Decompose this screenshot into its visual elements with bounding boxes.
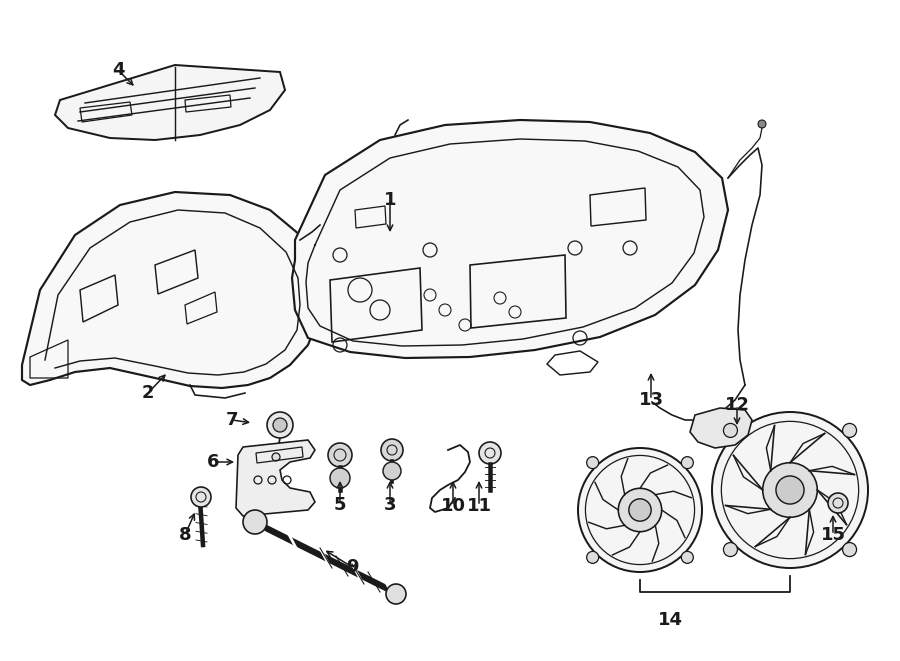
Circle shape [618,488,662,531]
Circle shape [267,412,293,438]
Text: 9: 9 [346,558,358,576]
Circle shape [762,463,817,518]
Text: 3: 3 [383,496,396,514]
Text: 11: 11 [466,497,491,515]
Circle shape [842,543,857,557]
Circle shape [587,457,599,469]
Text: 12: 12 [724,396,750,414]
Text: 5: 5 [334,496,346,514]
Circle shape [681,457,693,469]
Text: 7: 7 [226,411,239,429]
Circle shape [828,493,848,513]
Text: 14: 14 [658,611,682,629]
Circle shape [330,468,350,488]
Circle shape [272,453,280,461]
Circle shape [842,424,857,438]
Circle shape [724,543,737,557]
Circle shape [681,551,693,563]
Circle shape [328,443,352,467]
Text: 1: 1 [383,191,396,209]
Polygon shape [690,408,752,448]
Circle shape [776,476,804,504]
Polygon shape [236,440,315,516]
Circle shape [191,487,211,507]
Circle shape [383,462,401,480]
Text: 4: 4 [112,61,124,79]
Circle shape [712,412,868,568]
Circle shape [243,510,267,534]
Text: 6: 6 [207,453,220,471]
Polygon shape [292,120,728,358]
Circle shape [724,424,737,438]
Circle shape [758,120,766,128]
Text: 8: 8 [179,526,192,544]
Circle shape [629,499,652,521]
Circle shape [578,448,702,572]
Circle shape [479,442,501,464]
Circle shape [381,439,403,461]
Text: 2: 2 [142,384,154,402]
Text: 13: 13 [638,391,663,409]
Circle shape [386,584,406,604]
Polygon shape [22,192,320,388]
Polygon shape [55,65,285,140]
Circle shape [587,551,599,563]
Text: 10: 10 [440,497,465,515]
Circle shape [273,418,287,432]
Text: 15: 15 [821,526,845,544]
